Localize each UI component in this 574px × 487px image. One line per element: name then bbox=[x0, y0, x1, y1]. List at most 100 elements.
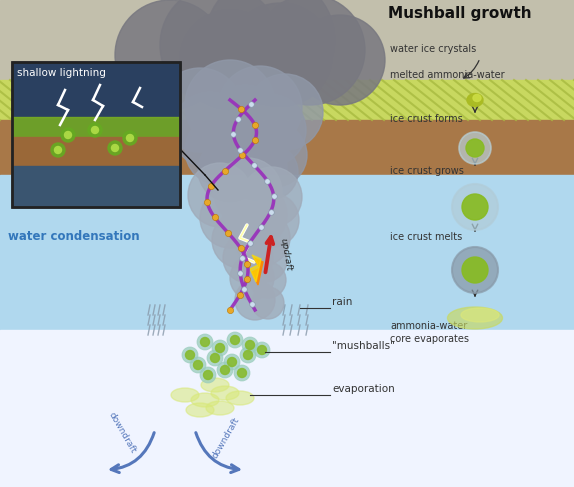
Circle shape bbox=[245, 193, 299, 247]
Bar bbox=[0, 120, 574, 175]
Circle shape bbox=[204, 371, 212, 379]
Circle shape bbox=[182, 347, 198, 363]
Circle shape bbox=[188, 163, 252, 227]
Circle shape bbox=[243, 238, 287, 282]
Text: updraft: updraft bbox=[278, 238, 293, 272]
Circle shape bbox=[231, 336, 239, 344]
Circle shape bbox=[158, 68, 242, 152]
Circle shape bbox=[197, 334, 213, 350]
Text: ice crust melts: ice crust melts bbox=[390, 232, 462, 242]
Bar bbox=[12, 62, 180, 207]
Ellipse shape bbox=[206, 401, 234, 415]
Text: rain: rain bbox=[332, 297, 352, 307]
Circle shape bbox=[224, 354, 240, 370]
Bar bbox=[12, 62, 180, 207]
Bar bbox=[12, 167, 180, 207]
Circle shape bbox=[185, 351, 195, 359]
Circle shape bbox=[234, 94, 306, 166]
Circle shape bbox=[255, 0, 365, 105]
Circle shape bbox=[223, 183, 287, 247]
Circle shape bbox=[200, 188, 260, 248]
Circle shape bbox=[246, 340, 254, 350]
Bar bbox=[0, 330, 574, 487]
Circle shape bbox=[254, 342, 270, 358]
Ellipse shape bbox=[171, 388, 199, 402]
Circle shape bbox=[243, 351, 253, 359]
Circle shape bbox=[240, 347, 256, 363]
Polygon shape bbox=[250, 255, 261, 282]
Circle shape bbox=[215, 343, 224, 353]
Circle shape bbox=[242, 337, 258, 353]
Circle shape bbox=[452, 184, 498, 230]
Bar bbox=[0, 0, 574, 80]
Circle shape bbox=[64, 131, 72, 138]
Ellipse shape bbox=[191, 393, 219, 407]
Circle shape bbox=[242, 144, 298, 200]
Bar bbox=[0, 175, 574, 330]
Text: shallow lightning: shallow lightning bbox=[17, 68, 106, 78]
Circle shape bbox=[223, 233, 273, 283]
Circle shape bbox=[212, 340, 228, 356]
Circle shape bbox=[198, 138, 262, 202]
Circle shape bbox=[235, 280, 275, 320]
Circle shape bbox=[247, 74, 323, 150]
Text: melted ammonia-water: melted ammonia-water bbox=[390, 70, 505, 80]
Circle shape bbox=[462, 257, 488, 283]
Text: Mushball growth: Mushball growth bbox=[388, 6, 532, 21]
Circle shape bbox=[61, 128, 75, 142]
Circle shape bbox=[108, 141, 122, 155]
Circle shape bbox=[220, 366, 230, 375]
Ellipse shape bbox=[211, 386, 239, 400]
Circle shape bbox=[230, 256, 274, 300]
FancyArrowPatch shape bbox=[111, 432, 154, 472]
Circle shape bbox=[242, 167, 302, 227]
Ellipse shape bbox=[448, 307, 502, 329]
Circle shape bbox=[193, 360, 203, 370]
Circle shape bbox=[212, 212, 268, 268]
Circle shape bbox=[243, 123, 307, 187]
Circle shape bbox=[185, 60, 275, 150]
Circle shape bbox=[91, 127, 99, 133]
Circle shape bbox=[126, 134, 134, 142]
Circle shape bbox=[252, 287, 284, 319]
Circle shape bbox=[115, 0, 225, 110]
Circle shape bbox=[227, 357, 236, 367]
Text: water ice crystals: water ice crystals bbox=[390, 44, 476, 54]
Circle shape bbox=[205, 0, 335, 105]
Circle shape bbox=[218, 66, 302, 150]
Circle shape bbox=[258, 345, 266, 355]
Circle shape bbox=[234, 210, 290, 266]
Text: ammonia-water
core evaporates: ammonia-water core evaporates bbox=[390, 321, 469, 344]
Circle shape bbox=[200, 337, 210, 346]
Circle shape bbox=[190, 357, 206, 373]
Circle shape bbox=[452, 247, 498, 293]
Circle shape bbox=[223, 136, 287, 200]
Bar bbox=[12, 62, 180, 142]
Circle shape bbox=[160, 0, 280, 105]
Circle shape bbox=[214, 158, 282, 226]
Ellipse shape bbox=[473, 94, 481, 101]
Circle shape bbox=[234, 365, 250, 381]
Circle shape bbox=[123, 131, 137, 145]
Circle shape bbox=[88, 123, 102, 137]
Circle shape bbox=[214, 112, 286, 184]
Circle shape bbox=[211, 354, 219, 362]
Text: downdraft: downdraft bbox=[107, 411, 138, 455]
Circle shape bbox=[55, 147, 61, 153]
Text: ice crust forms: ice crust forms bbox=[390, 114, 463, 124]
Circle shape bbox=[462, 194, 488, 220]
Circle shape bbox=[228, 3, 332, 107]
Circle shape bbox=[459, 132, 491, 164]
Ellipse shape bbox=[186, 403, 214, 417]
Ellipse shape bbox=[461, 308, 499, 322]
Circle shape bbox=[172, 92, 248, 168]
Circle shape bbox=[238, 369, 246, 377]
Ellipse shape bbox=[467, 94, 483, 107]
Ellipse shape bbox=[201, 378, 229, 392]
Circle shape bbox=[217, 362, 233, 378]
Text: evaporation: evaporation bbox=[332, 384, 395, 394]
Circle shape bbox=[250, 262, 286, 298]
Text: downdraft: downdraft bbox=[210, 415, 241, 460]
Circle shape bbox=[180, 10, 280, 110]
Circle shape bbox=[295, 15, 385, 105]
